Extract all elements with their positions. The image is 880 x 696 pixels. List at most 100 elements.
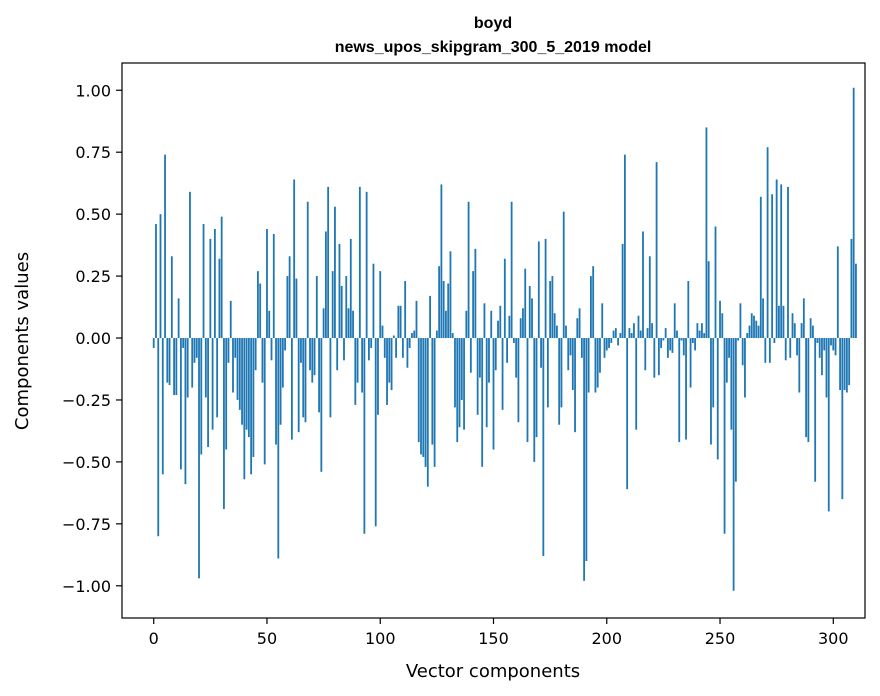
- bar-57: [281, 338, 284, 388]
- bar-223: [657, 338, 660, 376]
- bar-163: [522, 308, 524, 339]
- bar-190: [583, 338, 586, 581]
- bar-112: [406, 338, 409, 368]
- bar-203: [612, 330, 615, 339]
- bar-174: [546, 338, 549, 408]
- bar-298: [827, 338, 830, 512]
- bar-22: [202, 224, 205, 339]
- bar-209: [626, 338, 629, 490]
- bar-212: [633, 323, 635, 339]
- bar-164: [524, 268, 527, 339]
- bar-19: [195, 338, 198, 358]
- bar-261: [744, 338, 746, 398]
- bar-96: [370, 338, 373, 348]
- bar-230: [673, 303, 676, 339]
- x-tick-label: 300: [818, 629, 849, 648]
- bar-107: [395, 338, 397, 358]
- bar-83: [340, 285, 343, 339]
- bar-185: [571, 338, 574, 391]
- bar-234: [682, 338, 685, 356]
- bar-47: [259, 283, 262, 339]
- bar-55: [277, 338, 280, 559]
- bar-222: [655, 162, 658, 339]
- bar-120: [424, 338, 427, 467]
- bar-20: [198, 338, 200, 579]
- bar-273: [771, 194, 774, 339]
- bar-81: [336, 338, 339, 371]
- bar-286: [800, 323, 803, 339]
- bar-117: [417, 338, 420, 443]
- y-tick-label: 0.25: [75, 267, 111, 286]
- bar-182: [565, 325, 567, 339]
- bar-279: [784, 338, 787, 361]
- bar-171: [540, 338, 542, 368]
- y-tick-label: −1.00: [62, 577, 111, 596]
- bar-252: [723, 338, 726, 534]
- bar-61: [290, 338, 293, 440]
- bar-14: [184, 338, 187, 485]
- bar-309: [852, 87, 855, 339]
- bar-184: [569, 338, 572, 356]
- bar-113: [408, 338, 411, 348]
- y-tick-label: −0.75: [62, 515, 111, 534]
- chart-title: boyd: [474, 15, 512, 32]
- bar-186: [574, 338, 576, 433]
- bar-263: [748, 325, 751, 339]
- bar-4: [161, 338, 164, 475]
- bar-98: [374, 338, 377, 527]
- bar-99: [377, 338, 379, 415]
- bar-73: [318, 338, 320, 413]
- x-tick-label: 250: [705, 629, 736, 648]
- bar-253: [725, 338, 728, 383]
- bar-30: [220, 216, 223, 339]
- x-tick-label: 50: [257, 629, 277, 648]
- bar-93: [363, 338, 366, 534]
- bar-18: [193, 338, 196, 363]
- bar-293: [816, 338, 819, 343]
- bar-251: [721, 313, 724, 339]
- bar-181: [562, 211, 565, 339]
- bar-275: [775, 179, 778, 339]
- bar-85: [345, 276, 348, 339]
- bar-228: [669, 338, 672, 351]
- bar-56: [279, 338, 282, 425]
- bar-36: [234, 338, 237, 358]
- bar-189: [580, 338, 583, 358]
- bar-94: [365, 191, 368, 339]
- bar-239: [694, 338, 697, 351]
- bar-68: [306, 201, 309, 339]
- bar-207: [621, 243, 624, 339]
- bar-156: [506, 338, 508, 363]
- bar-132: [451, 333, 454, 339]
- bar-12: [179, 338, 182, 470]
- bar-25: [209, 238, 212, 339]
- bar-59: [286, 276, 289, 339]
- bar-258: [737, 338, 740, 341]
- bar-154: [501, 338, 504, 410]
- bar-241: [698, 330, 701, 339]
- bar-294: [818, 338, 821, 358]
- bar-109: [399, 305, 402, 339]
- bar-62: [293, 179, 296, 339]
- bar-214: [637, 315, 640, 339]
- bar-13: [182, 338, 185, 348]
- bar-69: [309, 338, 311, 371]
- bar-213: [635, 338, 638, 430]
- bar-95: [368, 338, 370, 361]
- bar-53: [272, 233, 275, 339]
- bar-125: [435, 330, 438, 339]
- bar-165: [526, 338, 529, 443]
- bar-206: [619, 333, 622, 339]
- bar-288: [805, 338, 808, 438]
- bar-305: [843, 338, 846, 391]
- bar-197: [599, 338, 601, 373]
- bar-39: [241, 338, 243, 425]
- bar-204: [614, 328, 617, 339]
- bar-131: [449, 251, 452, 339]
- bar-129: [445, 310, 447, 339]
- bar-71: [313, 338, 316, 376]
- bar-256: [732, 338, 735, 591]
- bar-23: [204, 338, 207, 398]
- bar-292: [814, 338, 817, 482]
- bar-168: [533, 338, 536, 462]
